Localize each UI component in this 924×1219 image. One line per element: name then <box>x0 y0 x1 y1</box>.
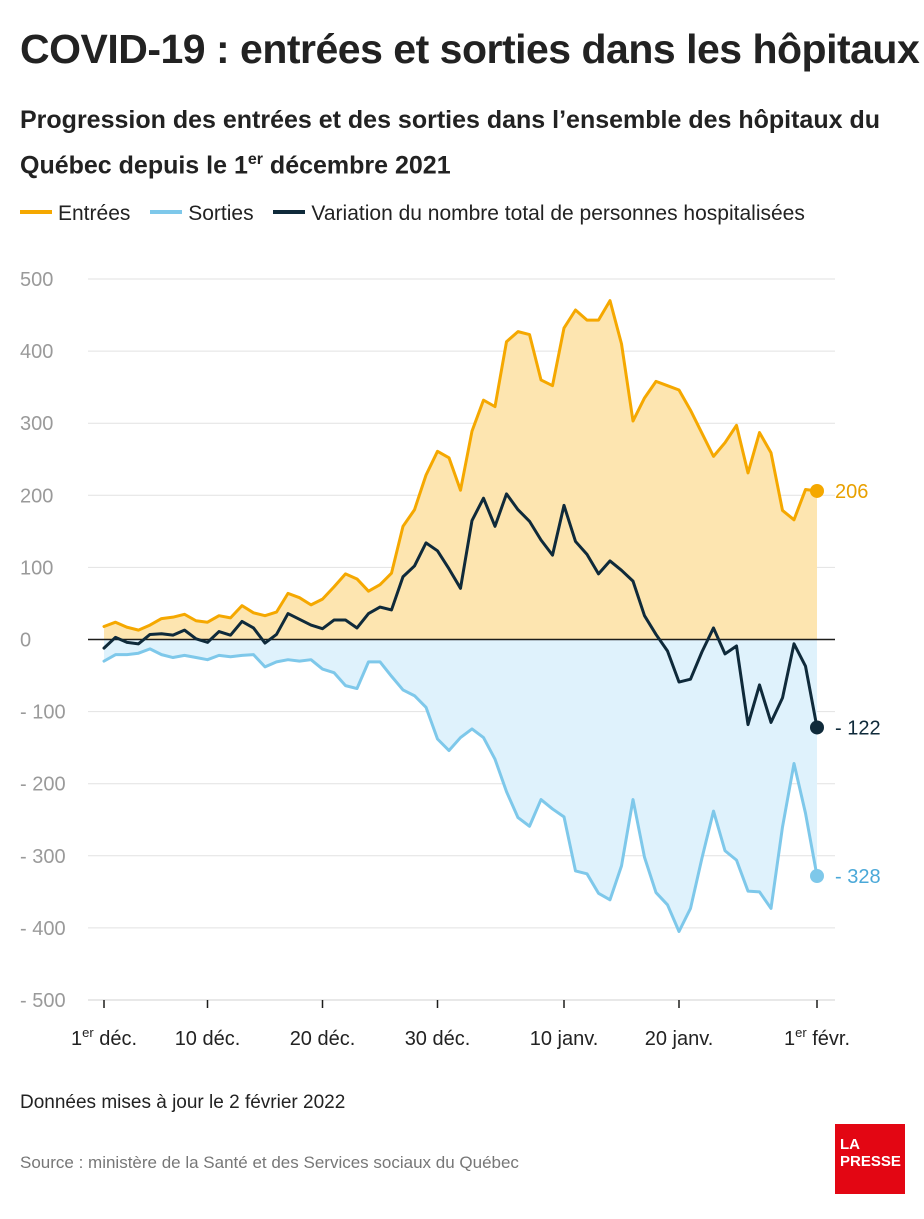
x-tick-label: 10 déc. <box>175 1028 241 1050</box>
chart-legend: Entrées Sorties Variation du nombre tota… <box>20 202 819 226</box>
y-tick-label: - 400 <box>20 918 66 940</box>
y-tick-label: - 500 <box>20 990 66 1012</box>
end-point-marker <box>810 868 824 883</box>
subtitle-text: Progression des entrées et des sorties d… <box>20 106 880 180</box>
y-tick-label: 300 <box>20 413 53 435</box>
line-sorties <box>102 647 819 933</box>
logo-line-1: LA <box>840 1136 860 1153</box>
end-value-label: - 328 <box>835 866 881 888</box>
line-variation <box>102 492 819 729</box>
y-tick-label: 500 <box>20 269 53 291</box>
legend-swatch-variation <box>273 210 306 215</box>
y-tick-label: - 200 <box>20 774 66 796</box>
source-note: Source : ministère de la Santé et des Se… <box>20 1153 519 1172</box>
x-tick-label: 20 déc. <box>290 1028 356 1050</box>
x-tick-label: 30 déc. <box>405 1028 471 1050</box>
legend-label-entrees: Entrées <box>58 202 131 225</box>
end-point-marker <box>810 483 824 498</box>
legend-item-sorties: Sorties <box>150 202 254 226</box>
hospital-chart: 500 400 300 200 100 0 - 100 - 200 - 300 - 400 - 50… <box>20 269 881 1050</box>
page-title: COVID-19 : entrées et sorties dans les h… <box>20 26 920 72</box>
legend-swatch-entrees <box>20 210 52 215</box>
update-note: Données mises à jour le 2 février 2022 <box>20 1092 346 1113</box>
x-tick-label: 1er déc. <box>71 1025 137 1050</box>
end-point-marker <box>810 720 824 735</box>
legend-item-entrees: Entrées <box>20 202 130 226</box>
area-sorties <box>104 639 817 932</box>
line-entrees <box>102 299 819 632</box>
chart-subtitle: Progression des entrées et des sorties d… <box>20 100 900 185</box>
subtitle-superscript: er <box>247 151 263 168</box>
end-value-label: 206 <box>835 481 868 503</box>
la-presse-logo: LA PRESSE <box>835 1124 905 1194</box>
subtitle-text-end: décembre 2021 <box>262 151 451 180</box>
y-tick-label: 100 <box>20 557 53 579</box>
legend-swatch-sorties <box>150 210 183 215</box>
logo-line-2: PRESSE <box>840 1153 901 1170</box>
y-tick-label: 0 <box>20 630 31 652</box>
y-tick-label: 400 <box>20 341 53 363</box>
legend-label-sorties: Sorties <box>188 202 254 225</box>
y-tick-label: - 100 <box>20 702 66 724</box>
x-tick-label: 10 janv. <box>530 1028 599 1050</box>
legend-label-variation: Variation du nombre total de personnes h… <box>311 202 805 225</box>
x-tick-label: 20 janv. <box>645 1028 714 1050</box>
y-tick-label: 200 <box>20 485 53 507</box>
end-value-label: - 122 <box>835 717 881 739</box>
y-tick-label: - 300 <box>20 846 66 868</box>
x-tick-label: 1er févr. <box>784 1025 850 1050</box>
area-entrees <box>104 300 817 640</box>
legend-item-variation: Variation du nombre total de personnes h… <box>273 202 805 226</box>
